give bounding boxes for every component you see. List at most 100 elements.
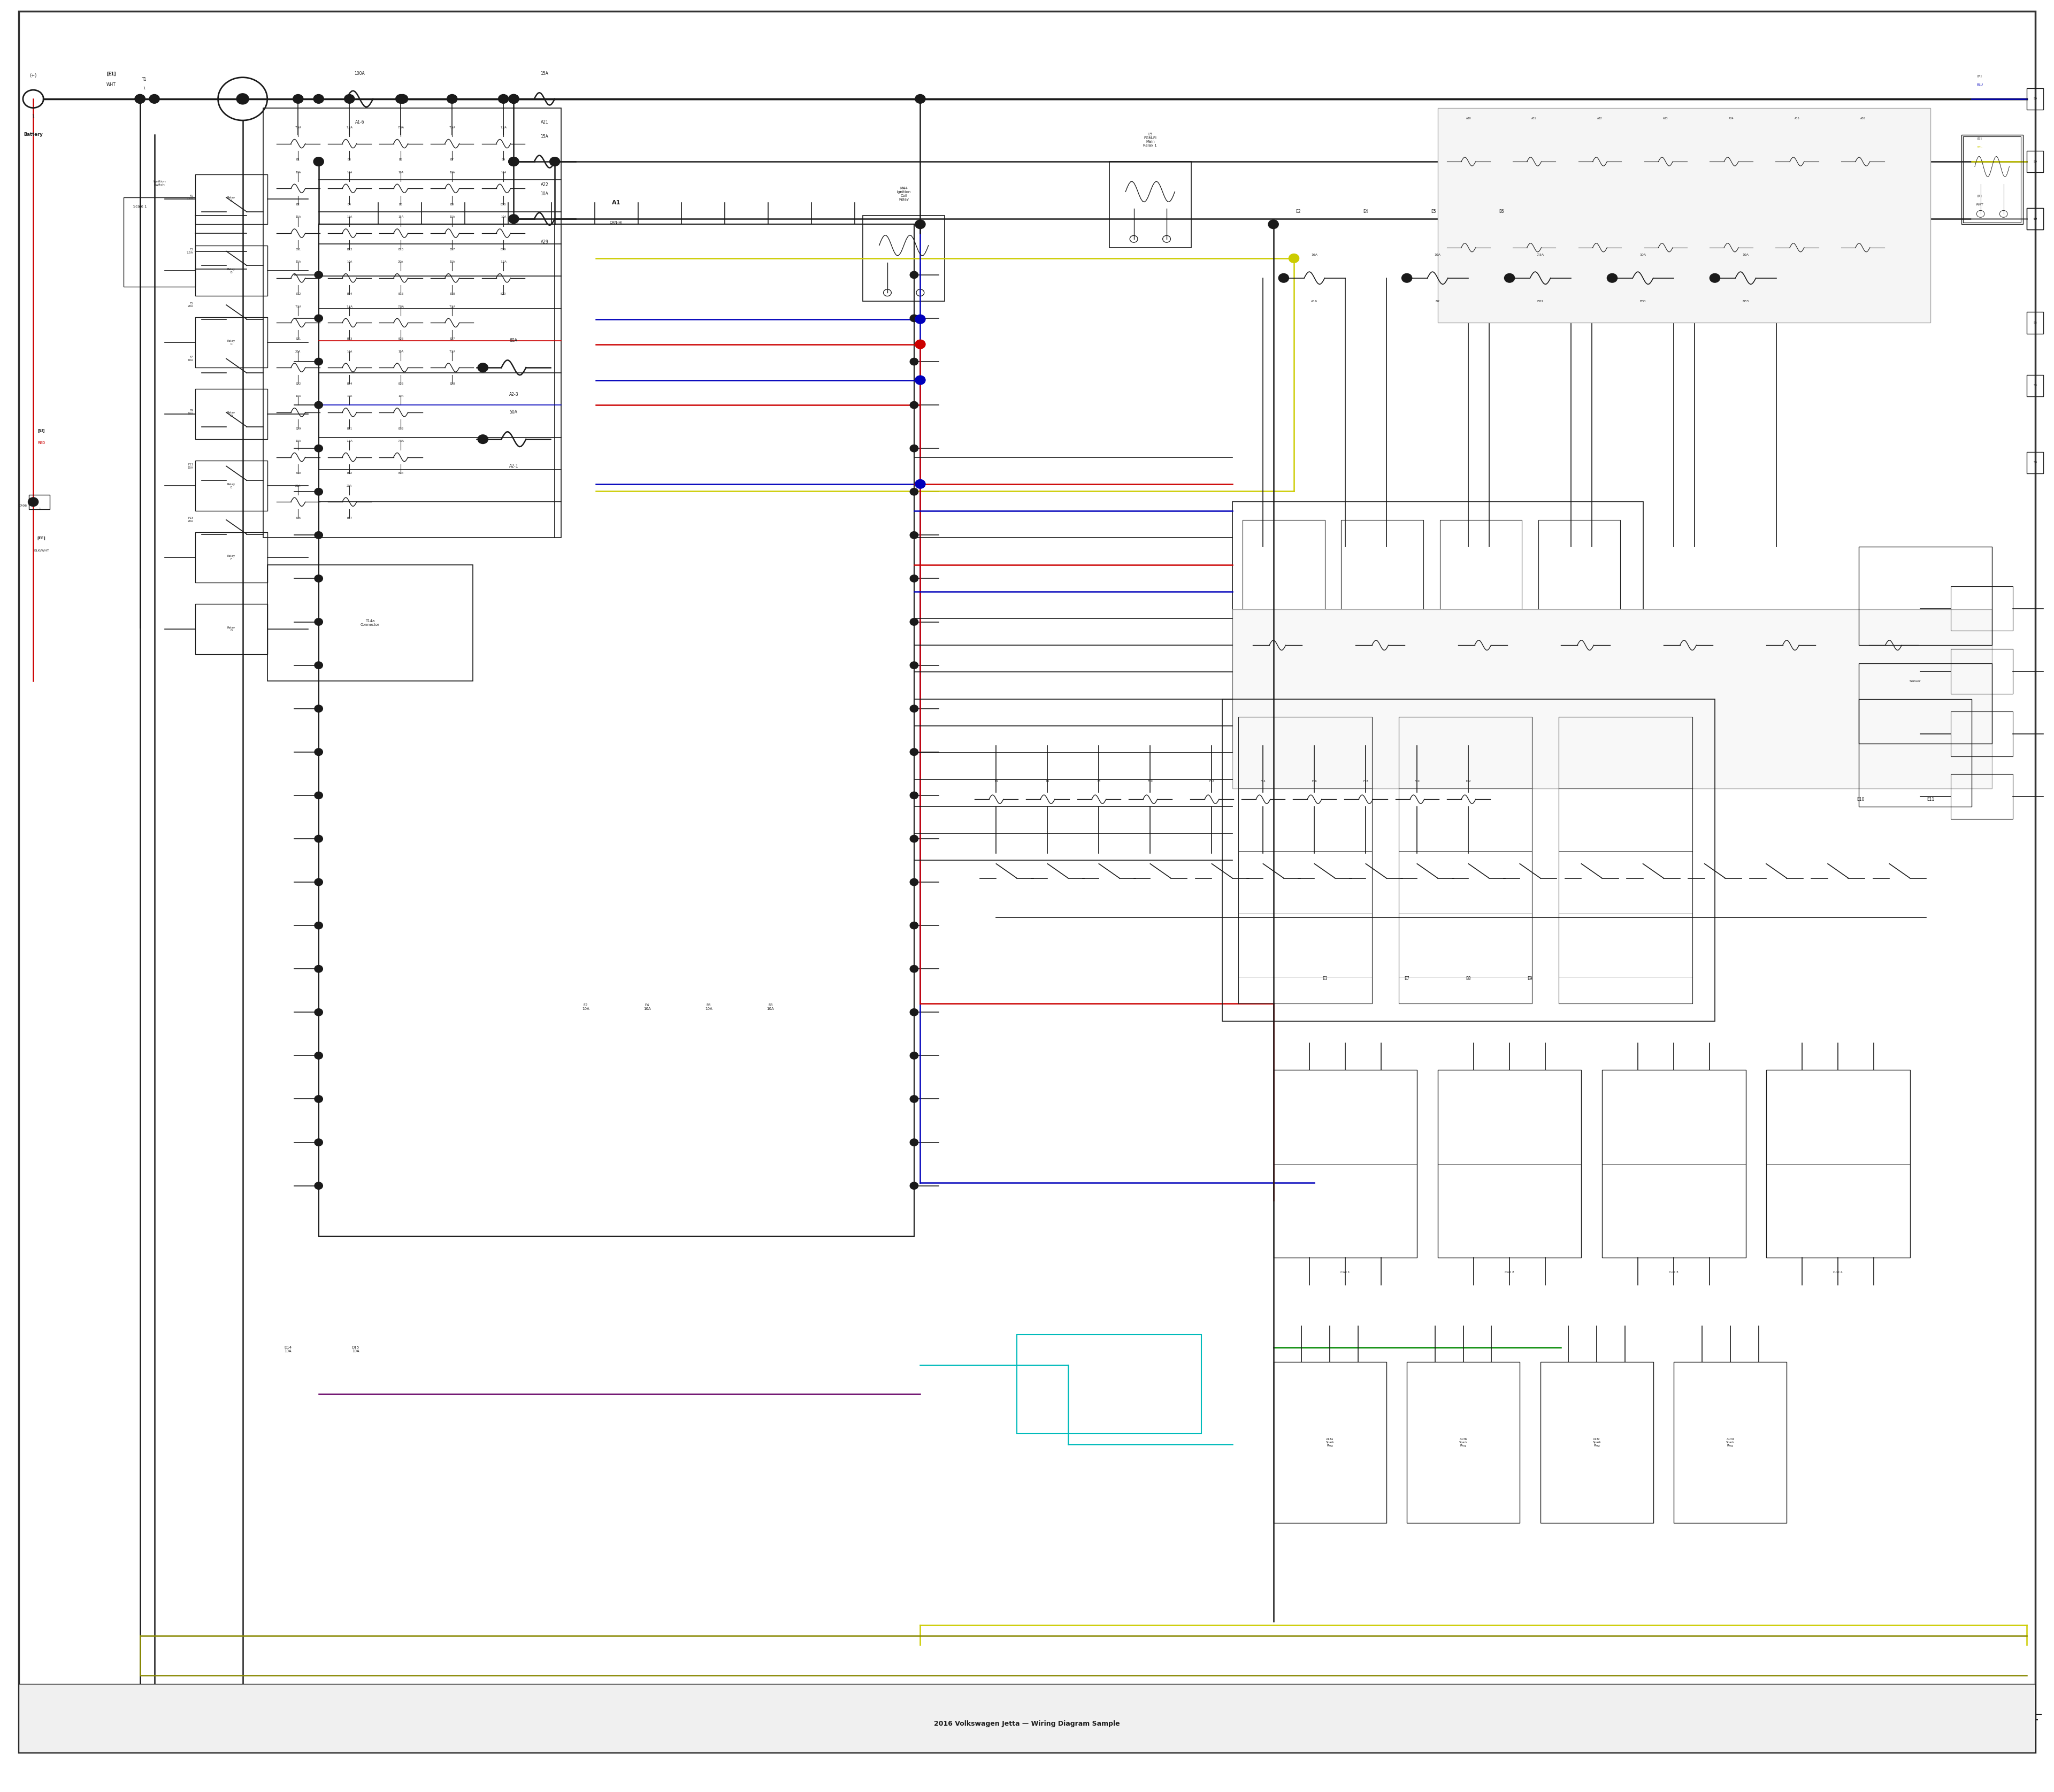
Text: 7.5A: 7.5A xyxy=(398,305,405,308)
Text: Relay
E: Relay E xyxy=(228,482,236,489)
Text: S8: S8 xyxy=(2033,461,2038,464)
Text: B2: B2 xyxy=(1436,299,1440,303)
Bar xyxy=(1109,161,1191,247)
Bar xyxy=(1232,502,1643,753)
Circle shape xyxy=(916,95,926,104)
Bar xyxy=(123,197,195,287)
Text: 10A: 10A xyxy=(347,260,351,263)
Circle shape xyxy=(345,95,355,104)
Circle shape xyxy=(236,93,249,104)
Circle shape xyxy=(29,498,39,507)
Text: 20A: 20A xyxy=(398,260,403,263)
Text: F4
10A: F4 10A xyxy=(643,1004,651,1011)
Bar xyxy=(263,108,561,538)
Text: F6: F6 xyxy=(1045,780,1050,783)
Text: B25: B25 xyxy=(398,337,403,340)
Circle shape xyxy=(509,95,520,104)
Text: 1: 1 xyxy=(144,86,146,90)
Text: E11: E11 xyxy=(1927,797,1935,801)
Text: 7.5A: 7.5A xyxy=(501,260,507,263)
Text: [E]: [E] xyxy=(1978,194,1982,197)
Bar xyxy=(1859,547,1992,645)
Circle shape xyxy=(916,480,926,489)
Text: 7.5A: 7.5A xyxy=(450,349,456,353)
Text: B1: B1 xyxy=(296,158,300,161)
Circle shape xyxy=(910,271,918,278)
Circle shape xyxy=(916,340,926,349)
Circle shape xyxy=(314,966,322,973)
Bar xyxy=(195,532,267,582)
Bar xyxy=(1438,108,1931,323)
Text: YEL: YEL xyxy=(1976,145,1982,149)
Bar xyxy=(2027,312,2044,333)
Circle shape xyxy=(910,358,918,366)
Circle shape xyxy=(910,532,918,539)
Text: A13a
Spark
Plug: A13a Spark Plug xyxy=(1325,1437,1335,1446)
Text: B24: B24 xyxy=(347,382,351,385)
Circle shape xyxy=(910,315,918,323)
Circle shape xyxy=(910,1052,918,1059)
Text: F5
20A: F5 20A xyxy=(187,303,193,308)
Circle shape xyxy=(910,401,918,409)
Bar xyxy=(2027,208,2044,229)
Text: T1: T1 xyxy=(142,77,146,82)
Text: (+): (+) xyxy=(29,73,37,79)
Bar xyxy=(195,174,267,224)
Text: A30: A30 xyxy=(1467,116,1471,120)
Text: B6: B6 xyxy=(398,202,403,206)
Bar xyxy=(2027,452,2044,473)
Text: B22: B22 xyxy=(296,382,300,385)
Text: Relay
A: Relay A xyxy=(228,197,236,202)
Text: 7.5A: 7.5A xyxy=(296,125,302,129)
Circle shape xyxy=(314,618,322,625)
Text: 10A: 10A xyxy=(540,192,548,197)
Text: Relay
D: Relay D xyxy=(228,410,236,418)
Text: 10A: 10A xyxy=(398,394,403,398)
Text: 15A: 15A xyxy=(540,72,548,77)
Text: A29: A29 xyxy=(540,240,548,244)
Circle shape xyxy=(910,444,918,452)
Bar xyxy=(1232,609,1992,788)
Bar xyxy=(1859,663,1992,744)
Text: E2: E2 xyxy=(1296,210,1300,215)
Circle shape xyxy=(396,95,407,104)
Circle shape xyxy=(1278,274,1288,283)
Bar xyxy=(1440,520,1522,645)
Circle shape xyxy=(916,315,926,324)
Text: E10: E10 xyxy=(1857,797,1865,801)
Text: D14
10A: D14 10A xyxy=(283,1346,292,1353)
Bar xyxy=(1766,1070,1910,1258)
Bar xyxy=(1273,1362,1386,1523)
Text: Coil 3: Coil 3 xyxy=(1670,1271,1678,1274)
Text: 15A: 15A xyxy=(398,215,403,219)
Text: B27: B27 xyxy=(450,337,454,340)
Text: F8: F8 xyxy=(1097,780,1101,783)
Circle shape xyxy=(550,158,561,167)
Bar xyxy=(1559,717,1692,1004)
Text: B19: B19 xyxy=(501,247,505,251)
Circle shape xyxy=(910,575,918,582)
Bar xyxy=(1407,1362,1520,1523)
Bar xyxy=(195,604,267,654)
Circle shape xyxy=(314,1095,322,1102)
Text: S9: S9 xyxy=(2033,97,2038,100)
Bar xyxy=(1222,699,1715,1021)
Bar xyxy=(318,224,914,1236)
Text: WHT: WHT xyxy=(107,82,115,88)
Text: 20A: 20A xyxy=(296,349,300,353)
Bar xyxy=(1962,134,2023,224)
Text: 10A: 10A xyxy=(501,170,505,174)
Text: F18: F18 xyxy=(1364,780,1368,783)
Circle shape xyxy=(314,315,322,323)
Bar xyxy=(1951,711,2013,756)
Circle shape xyxy=(910,966,918,973)
Text: Relay
C: Relay C xyxy=(228,340,236,346)
Circle shape xyxy=(314,532,322,539)
Text: A21: A21 xyxy=(540,120,548,125)
Circle shape xyxy=(136,95,146,104)
Text: B13: B13 xyxy=(347,247,351,251)
Circle shape xyxy=(314,661,322,668)
Bar xyxy=(1239,717,1372,1004)
Text: F3
7.5A: F3 7.5A xyxy=(187,249,193,254)
Text: B4: B4 xyxy=(347,202,351,206)
